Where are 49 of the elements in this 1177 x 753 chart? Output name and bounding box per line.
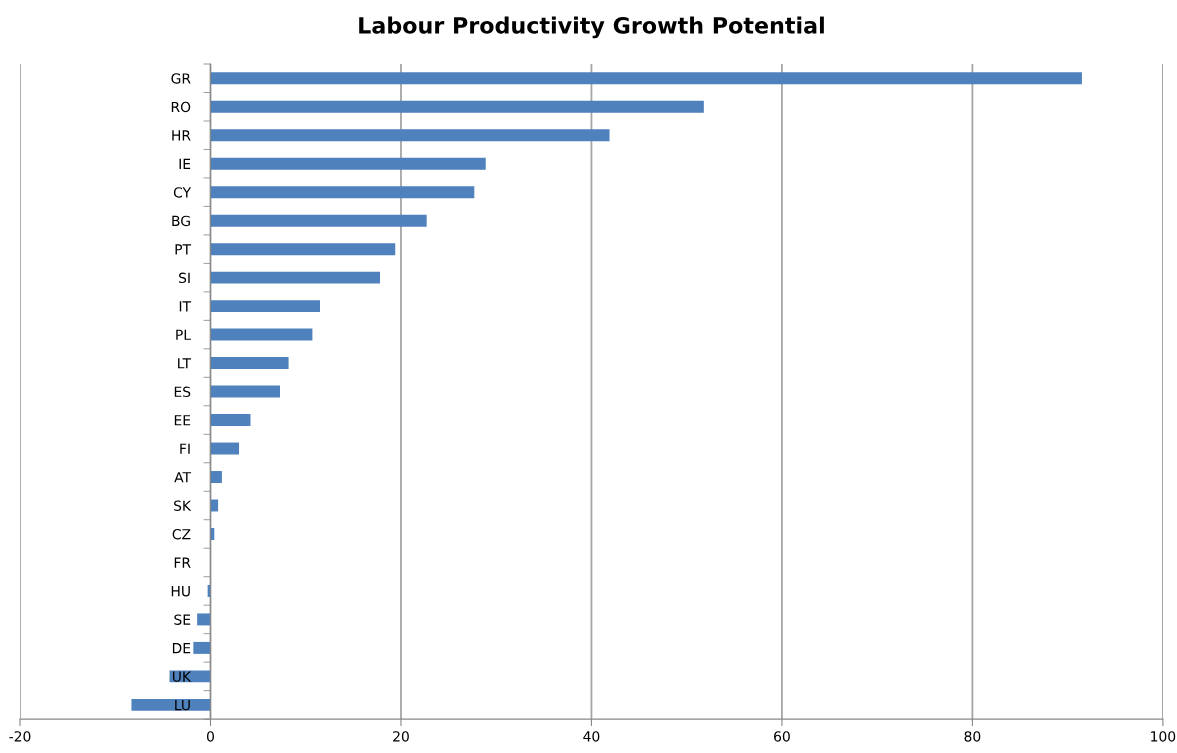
bar <box>210 129 610 142</box>
y-tick-label: LU <box>175 700 190 711</box>
bar <box>210 186 475 199</box>
y-tick-label: ES <box>174 386 191 398</box>
y-tick-label: LT <box>178 358 192 369</box>
y-tick-label: CZ <box>172 528 191 540</box>
y-tick-label: UK <box>172 671 192 682</box>
bar <box>210 300 321 313</box>
y-tick-label: HU <box>171 586 190 597</box>
bar <box>193 641 211 654</box>
chart-title: Labour Productivity Growth Potential <box>359 16 824 39</box>
y-tick-label: HR <box>172 130 191 141</box>
y-tick-label: FI <box>180 443 190 454</box>
bar <box>210 271 381 284</box>
y-tick-label: AT <box>174 472 192 483</box>
y-tick-label: SK <box>174 500 192 511</box>
y-tick-label: IE <box>179 158 191 169</box>
y-tick-label: FR <box>174 557 191 568</box>
bar <box>210 328 313 341</box>
y-tick-label: RO <box>171 101 191 113</box>
bar <box>210 214 427 227</box>
bar <box>197 613 211 626</box>
y-tick-label: IT <box>179 301 192 312</box>
bar <box>210 442 240 455</box>
bar <box>210 100 704 113</box>
y-tick-label: PT <box>175 244 192 255</box>
y-tick-label: SE <box>174 614 191 625</box>
bar <box>210 357 289 370</box>
bar <box>210 471 222 483</box>
x-tick-label: -20 <box>9 731 31 742</box>
bar <box>210 157 486 170</box>
x-tick-label: 100 <box>1151 731 1176 742</box>
y-tick-label: DE <box>172 643 191 654</box>
x-tick-label: 0 <box>206 731 214 742</box>
bar <box>210 72 1082 85</box>
bar <box>210 385 281 398</box>
y-tick-label: GR <box>171 73 191 84</box>
bar <box>131 698 211 711</box>
x-tick-label: 40 <box>583 731 600 742</box>
x-tick-label: 20 <box>393 731 409 742</box>
y-tick-label: CY <box>173 187 192 198</box>
x-tick-label: 60 <box>774 731 790 742</box>
bar <box>210 414 251 427</box>
y-tick-label: BG <box>172 215 190 227</box>
bar <box>210 243 396 256</box>
x-tick-label: 80 <box>964 731 981 742</box>
y-tick-label: PL <box>176 329 191 340</box>
y-tick-label: SI <box>179 272 190 284</box>
y-tick-label: EE <box>174 415 191 426</box>
